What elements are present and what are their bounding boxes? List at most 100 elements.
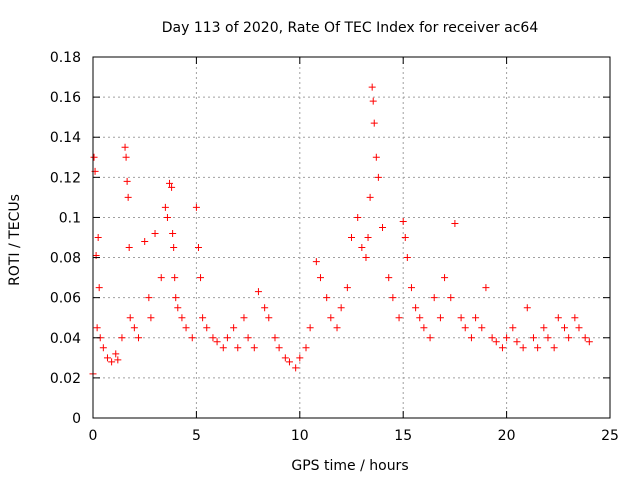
data-point	[203, 324, 211, 332]
data-point	[147, 314, 155, 322]
data-point	[103, 354, 111, 362]
data-point	[285, 358, 293, 366]
data-point	[194, 244, 202, 252]
data-point	[585, 338, 593, 346]
data-point	[348, 234, 355, 241]
data-point	[95, 284, 103, 292]
data-point	[451, 219, 459, 227]
data-point	[261, 304, 269, 312]
data-point	[372, 153, 380, 161]
data-point	[337, 304, 345, 312]
data-point	[199, 314, 207, 322]
data-point	[292, 364, 300, 372]
data-point	[509, 324, 517, 332]
data-point	[581, 334, 589, 342]
x-tick-label: 20	[498, 428, 516, 444]
data-point	[271, 334, 279, 342]
data-point	[492, 338, 500, 346]
data-point	[389, 294, 397, 302]
data-point	[174, 304, 182, 312]
data-point	[407, 284, 415, 292]
data-point	[498, 344, 506, 352]
data-point	[230, 324, 238, 332]
data-point	[281, 354, 289, 362]
data-point	[178, 314, 186, 322]
data-point	[223, 334, 231, 342]
data-point	[108, 358, 116, 366]
data-point	[364, 234, 372, 241]
data-point	[399, 217, 407, 225]
data-point	[316, 274, 324, 282]
data-point	[540, 324, 548, 332]
data-point	[90, 153, 98, 161]
data-point	[302, 344, 310, 352]
y-tick-label: 0.08	[50, 251, 81, 267]
data-point	[550, 344, 558, 352]
data-point	[472, 314, 480, 322]
data-point	[168, 183, 176, 191]
y-tick-label: 0.06	[50, 291, 81, 307]
data-point	[244, 334, 252, 342]
data-point	[412, 304, 420, 312]
data-point	[565, 334, 573, 342]
data-point	[197, 274, 205, 282]
y-tick-label: 0	[72, 411, 81, 427]
data-point	[420, 324, 428, 332]
data-point	[519, 344, 527, 352]
data-point	[169, 229, 177, 237]
data-point	[447, 294, 455, 302]
data-point	[503, 334, 511, 342]
data-point	[213, 338, 221, 346]
y-tick-label: 0.04	[50, 331, 81, 347]
data-point	[554, 314, 562, 322]
data-point	[441, 274, 449, 282]
data-point	[219, 344, 227, 352]
x-tick-label: 10	[291, 428, 309, 444]
data-point	[172, 294, 180, 302]
data-point	[369, 97, 377, 105]
data-point	[254, 288, 262, 296]
x-tick-label: 25	[601, 428, 619, 444]
data-point	[94, 234, 102, 241]
data-point	[561, 324, 569, 332]
data-point	[275, 344, 283, 352]
data-point	[161, 203, 169, 211]
data-point	[93, 324, 101, 332]
data-point	[118, 334, 126, 342]
data-point	[157, 274, 165, 282]
data-point	[312, 258, 320, 266]
chart-title: Day 113 of 2020, Rate Of TEC Index for r…	[162, 20, 539, 36]
data-point	[401, 234, 409, 241]
data-point	[145, 294, 153, 302]
y-tick-label: 0.18	[50, 50, 81, 66]
data-point	[188, 334, 196, 342]
data-point	[124, 193, 132, 201]
data-point	[112, 350, 120, 358]
data-point	[354, 213, 362, 221]
data-point	[151, 229, 159, 237]
data-point	[134, 334, 142, 342]
plot-frame	[92, 56, 611, 419]
data-point	[296, 354, 304, 362]
data-point	[126, 314, 134, 322]
data-point	[426, 334, 434, 342]
data-point	[457, 314, 465, 322]
data-point	[478, 324, 486, 332]
x-axis-label: GPS time / hours	[291, 458, 408, 474]
data-point	[141, 238, 149, 246]
y-tick-label: 0.02	[50, 371, 81, 387]
data-point	[482, 284, 490, 292]
data-point	[323, 294, 331, 302]
data-point	[166, 179, 174, 187]
data-point	[250, 344, 258, 352]
data-points	[89, 83, 593, 378]
y-tick-label: 0.16	[50, 90, 81, 106]
data-point	[436, 314, 444, 322]
data-point	[121, 143, 129, 151]
data-point	[461, 324, 469, 332]
grid-lines	[93, 57, 610, 418]
data-point	[130, 324, 138, 332]
y-tick-label: 0.14	[50, 130, 81, 146]
y-tick-label: 0.1	[59, 210, 81, 226]
